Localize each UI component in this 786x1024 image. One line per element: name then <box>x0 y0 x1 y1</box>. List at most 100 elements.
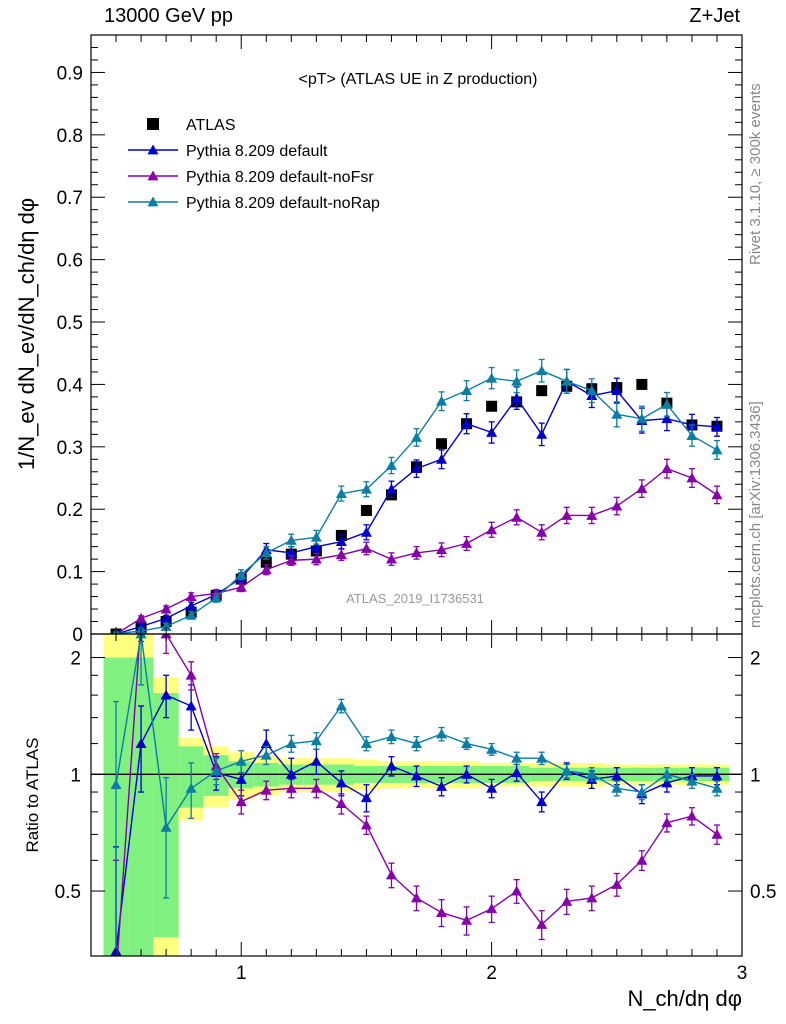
ratio-marker <box>385 731 397 742</box>
ratio-marker <box>185 669 197 680</box>
legend: ATLAS Pythia 8.209 default Pythia 8.209 de… <box>128 117 380 212</box>
ratio-marker <box>611 878 623 889</box>
ratio-marker <box>411 770 422 781</box>
watermark-label: ATLAS_2019_I1736531 <box>346 591 484 606</box>
series-marker <box>636 413 648 424</box>
legend-entry: Pythia 8.209 default <box>128 143 328 160</box>
series-marker <box>335 536 347 547</box>
series-marker <box>636 483 648 494</box>
y-tick-label: 0.9 <box>57 63 83 84</box>
y-tick-label: 0.8 <box>57 126 83 147</box>
series-marker <box>586 509 598 520</box>
atlas-data-point <box>486 400 498 412</box>
series-marker <box>160 621 172 631</box>
series-marker <box>360 543 372 553</box>
legend-marker <box>147 144 159 155</box>
ratio-marker <box>360 792 372 803</box>
ratio-marker <box>486 743 498 754</box>
ratio-marker <box>235 796 247 807</box>
ratio-marker <box>661 817 673 828</box>
series-marker <box>661 413 673 424</box>
series-marker <box>611 385 623 396</box>
ratio-marker <box>360 819 372 830</box>
series-marker <box>335 549 347 560</box>
series-marker <box>711 489 723 500</box>
ratio-marker <box>235 755 247 766</box>
ratio-marker <box>235 773 247 784</box>
axes: 0 0.1 0.2 0.3 0.4 0.5 0.6 0.7 0.8 0.9 0.5 0.5 1 1 2 2 1 2… <box>55 34 776 984</box>
ratio-marker <box>536 796 548 807</box>
ratio-marker <box>210 765 222 776</box>
y-tick-label: 0.2 <box>57 500 83 521</box>
ratio-marker <box>411 738 422 748</box>
series-marker <box>661 398 673 409</box>
ratio-marker <box>335 798 347 809</box>
chart-title: <pT> (ATLAS UE in Z production) <box>299 71 538 88</box>
series-marker <box>586 385 598 396</box>
ratio-tick-label-right: 0.5 <box>750 882 776 903</box>
series-marker <box>536 526 548 537</box>
series-marker <box>411 431 422 442</box>
x-axis-label: N_ch/dη dφ <box>627 986 742 1011</box>
x-tick-label: 1 <box>236 963 247 984</box>
ratio-marker <box>461 914 473 925</box>
ratio-marker <box>711 770 723 781</box>
series-marker <box>711 421 723 432</box>
legend-entry: Pythia 8.209 default-noRap <box>128 195 380 212</box>
y-tick-label: 0.3 <box>57 438 83 459</box>
series-marker <box>611 500 623 511</box>
legend-label: Pythia 8.209 default-noFsr <box>186 169 374 186</box>
series-marker <box>360 483 372 494</box>
legend-marker <box>147 118 159 130</box>
ratio-marker <box>586 768 598 779</box>
series-marker <box>611 408 623 419</box>
ratio-tick-label-right: 2 <box>750 649 761 670</box>
ratio-marker <box>536 918 548 929</box>
ratio-marker <box>335 777 347 788</box>
x-tick-label: 2 <box>486 963 497 984</box>
ratio-marker <box>160 689 172 700</box>
series-marker <box>385 553 397 564</box>
ratio-marker <box>411 892 422 903</box>
series-marker <box>185 591 197 601</box>
series-marker <box>360 526 372 537</box>
series-marker <box>561 375 573 386</box>
series-marker <box>385 460 397 470</box>
y-tick-label: 0.5 <box>57 313 83 334</box>
ratio-marker <box>536 752 548 763</box>
series-marker <box>461 538 473 548</box>
ratio-tick-label: 2 <box>70 649 81 670</box>
atlas-data-point <box>536 385 548 397</box>
series-marker <box>686 472 698 483</box>
ratio-marker <box>586 892 598 903</box>
series-marker <box>310 541 322 552</box>
y-tick-label: 0.1 <box>57 563 83 584</box>
legend-label: Pythia 8.209 default <box>186 143 328 160</box>
series-marker <box>210 592 222 603</box>
ratio-marker <box>110 779 122 790</box>
y-tick-label: 0.4 <box>57 375 84 396</box>
series-marker <box>436 453 448 464</box>
axis-labels: N_ch/dη dφ 1/N_ev dN_ev/dN_ch/dη dφ Ratio … <box>14 198 742 1011</box>
series-marker <box>711 444 723 455</box>
ratio-marker <box>436 781 448 791</box>
data-marks <box>110 358 723 956</box>
ratio-line <box>115 694 717 952</box>
ratio-marker <box>461 738 473 748</box>
ratio-marker <box>486 903 498 914</box>
atlas-data-point <box>260 556 272 568</box>
x-tick-label: 3 <box>737 963 748 984</box>
series-marker <box>536 365 548 376</box>
ratio-tick-label: 1 <box>70 765 81 786</box>
series-marker <box>335 488 347 499</box>
ratio-marker <box>561 765 573 776</box>
ratio-axis-label: Ratio to ATLAS <box>23 738 42 853</box>
legend-entry: ATLAS <box>147 117 236 134</box>
series-marker <box>160 603 172 614</box>
ratio-marker <box>636 854 648 865</box>
series-marker <box>661 463 673 474</box>
legend-label: ATLAS <box>186 117 236 134</box>
ratio-marker <box>310 782 322 793</box>
legend-marker <box>147 196 159 207</box>
